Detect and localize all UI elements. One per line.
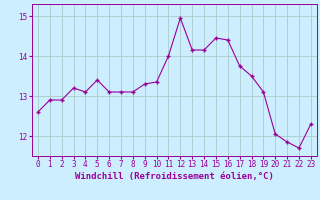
- X-axis label: Windchill (Refroidissement éolien,°C): Windchill (Refroidissement éolien,°C): [75, 172, 274, 181]
